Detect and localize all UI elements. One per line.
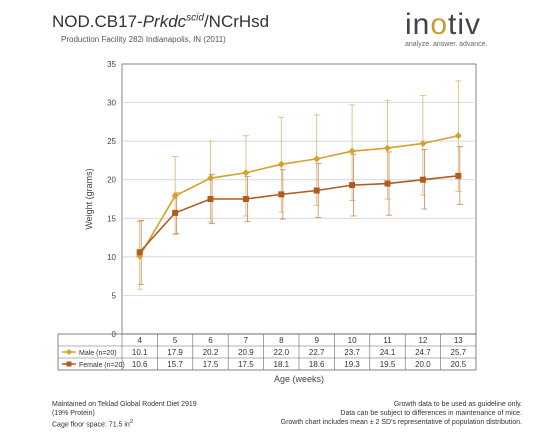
data-label: 22.0 xyxy=(274,348,290,357)
legend-label: Male (n=20) xyxy=(79,350,117,357)
footer-left: Maintained on Teklad Global Rodent Diet … xyxy=(52,400,197,429)
data-point xyxy=(207,174,214,182)
data-label: 19.5 xyxy=(380,360,396,369)
y-tick-label: 0 xyxy=(112,330,117,339)
data-point xyxy=(454,132,462,140)
x-tick-label: 12 xyxy=(418,336,427,345)
page-title: NOD.CB17-Prkdcscid/NCrHsd xyxy=(52,12,269,32)
data-point xyxy=(384,144,391,152)
data-label: 15.7 xyxy=(167,360,183,369)
title-gene: Prkdc xyxy=(142,12,187,31)
footer-diet: Maintained on Teklad Global Rodent Diet … xyxy=(52,401,197,408)
y-tick-label: 35 xyxy=(107,60,116,69)
footer-variance-note: Data can be subject to differences in ma… xyxy=(340,410,522,417)
legend-label: Female (n=20) xyxy=(79,362,125,369)
company-logo: inotiv analyze. answer. advance. xyxy=(405,8,505,49)
y-tick-label: 15 xyxy=(107,214,116,223)
x-tick-label: 11 xyxy=(383,336,392,345)
data-point xyxy=(136,249,143,256)
data-point xyxy=(348,147,356,155)
x-axis-label: Age (weeks) xyxy=(274,374,324,384)
data-point xyxy=(242,169,250,177)
data-label: 20.2 xyxy=(203,348,219,357)
data-label: 17.5 xyxy=(238,360,254,369)
data-label: 17.9 xyxy=(167,348,183,357)
series-line xyxy=(139,134,459,257)
data-point xyxy=(419,139,427,147)
title-sup: scid xyxy=(186,12,204,24)
data-label: 18.1 xyxy=(274,360,290,369)
data-point xyxy=(419,176,426,183)
y-tick-label: 30 xyxy=(107,99,116,108)
data-point xyxy=(242,196,249,202)
data-point xyxy=(207,196,214,202)
data-point xyxy=(313,187,320,194)
x-tick-label: 8 xyxy=(279,336,284,345)
x-tick-label: 13 xyxy=(454,336,463,345)
data-label: 23.7 xyxy=(344,348,360,357)
data-label: 18.6 xyxy=(309,360,325,369)
data-label: 10.6 xyxy=(132,360,148,369)
y-tick-label: 10 xyxy=(107,253,116,262)
series-line xyxy=(139,175,459,253)
logo-tagline: analyze. answer. advance. xyxy=(405,41,488,48)
data-point xyxy=(384,180,391,187)
footer-protein: (19% Protein) xyxy=(52,410,95,417)
data-point xyxy=(171,192,179,200)
legend-marker xyxy=(66,349,72,355)
data-label: 19.3 xyxy=(344,360,360,369)
data-table-frame xyxy=(57,333,477,371)
footer-right: Growth data to be used as guideline only… xyxy=(281,400,522,427)
x-tick-label: 9 xyxy=(314,336,319,345)
footer-guideline: Growth data to be used as guideline only… xyxy=(393,401,522,408)
data-label: 22.7 xyxy=(309,348,325,357)
y-tick-label: 25 xyxy=(107,137,116,146)
data-label: 20.9 xyxy=(238,348,254,357)
data-point xyxy=(313,155,321,163)
data-point xyxy=(278,191,285,198)
footer-cage-space: Cage floor space: 71.5 in2 xyxy=(52,419,134,429)
data-label: 20.5 xyxy=(451,360,467,369)
logo-wordmark: inotiv xyxy=(405,8,482,41)
data-point xyxy=(455,172,462,179)
title-prefix: NOD.CB17- xyxy=(52,12,143,31)
x-tick-label: 4 xyxy=(137,336,142,345)
data-label: 10.1 xyxy=(132,348,148,357)
data-point xyxy=(349,182,356,189)
page-subtitle: Production Facility 282i Indianapolis, I… xyxy=(61,35,226,44)
legend-marker xyxy=(66,361,72,367)
y-tick-label: 20 xyxy=(107,176,116,185)
data-label: 24.1 xyxy=(380,348,396,357)
x-tick-label: 7 xyxy=(244,336,249,345)
x-tick-label: 6 xyxy=(208,336,213,345)
data-point xyxy=(172,209,179,216)
y-axis-label: Weight (grams) xyxy=(84,168,94,229)
y-tick-label: 5 xyxy=(112,291,117,300)
title-suffix: /NCrHsd xyxy=(203,12,270,31)
data-label: 25.7 xyxy=(451,348,467,357)
x-tick-label: 5 xyxy=(173,336,178,345)
data-label: 17.5 xyxy=(203,360,219,369)
x-tick-label: 10 xyxy=(348,336,357,345)
data-label: 20.0 xyxy=(415,360,431,369)
data-point xyxy=(277,160,285,168)
data-label: 24.7 xyxy=(415,348,431,357)
footer-sd-note: Growth chart includes mean ± 2 SD's repr… xyxy=(280,419,522,426)
